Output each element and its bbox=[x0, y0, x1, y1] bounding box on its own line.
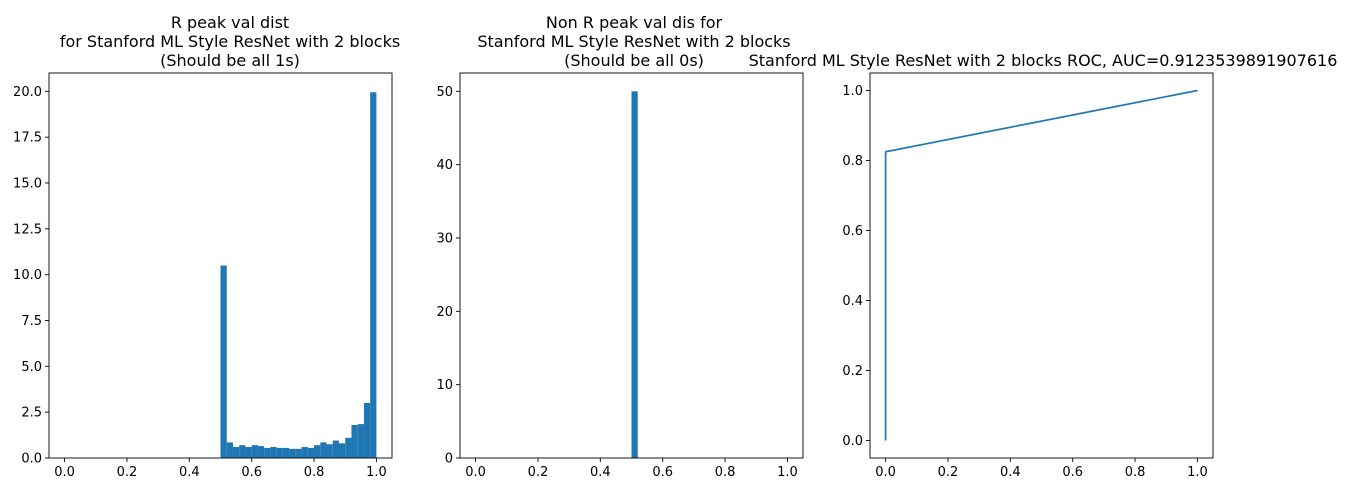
chart-2-ytick-label-2: 10 bbox=[436, 378, 453, 393]
chart-2-ytick-label-1: 0 bbox=[445, 452, 453, 467]
chart-3-axes-frame bbox=[869, 72, 1214, 459]
chart-1-bar-3 bbox=[232, 447, 240, 458]
chart-1-bar-11 bbox=[282, 447, 290, 458]
chart-3-title-line-1: Stanford ML Style ResNet with 2 blocks R… bbox=[749, 51, 1338, 70]
chart-1-bar-2 bbox=[226, 442, 233, 458]
chart-1-bar-18 bbox=[326, 444, 333, 458]
chart-2-ytick-label-6: 50 bbox=[436, 85, 453, 100]
chart-2-axes-frame bbox=[459, 72, 804, 459]
chart-3-ytick-label-2: 0.2 bbox=[842, 364, 863, 379]
chart-2-xtick-label-6: 1.0 bbox=[777, 465, 798, 480]
chart-1-ytick-label-6: 12.5 bbox=[13, 222, 42, 237]
chart-1-bar-23 bbox=[357, 424, 364, 458]
chart-2-title-line-1: Non R peak val dis for bbox=[546, 13, 723, 32]
chart-1-bar-14 bbox=[301, 447, 308, 458]
chart-1-bar-13 bbox=[295, 448, 302, 458]
chart-1-bar-19 bbox=[332, 440, 339, 458]
chart-1-bar-8 bbox=[264, 447, 271, 458]
chart-1-bar-5 bbox=[245, 447, 252, 458]
chart-1-bar-15 bbox=[307, 447, 315, 458]
chart-3-xtick-label-5: 0.8 bbox=[1125, 465, 1146, 480]
chart-1-bar-1 bbox=[220, 265, 227, 458]
chart-2-ytick-label-4: 30 bbox=[436, 232, 453, 247]
chart-1-title-line-1: R peak val dist bbox=[171, 13, 289, 32]
chart-3-series-1-line bbox=[884, 89, 1198, 441]
chart-1-xtick-label-2: 0.2 bbox=[117, 465, 138, 480]
chart-1-bar-6 bbox=[251, 445, 258, 458]
chart-1-ytick-label-8: 17.5 bbox=[13, 131, 42, 146]
chart-1-ytick-label-1: 0.0 bbox=[21, 452, 42, 467]
chart-3-ytick-label-1: 0.0 bbox=[842, 434, 863, 449]
chart-1-ytick-label-7: 15.0 bbox=[13, 177, 42, 192]
chart-1-title-line-3: (Should be all 1s) bbox=[160, 51, 300, 70]
chart-2-title-line-2: Stanford ML Style ResNet with 2 blocks bbox=[477, 32, 790, 51]
chart-3-ytick-label-6: 1.0 bbox=[842, 84, 863, 99]
chart-1-bar-10 bbox=[276, 447, 283, 458]
chart-3-ytick-label-5: 0.8 bbox=[842, 154, 863, 169]
chart-2-ytick-label-5: 40 bbox=[436, 158, 453, 173]
chart-3-xtick-label-4: 0.6 bbox=[1062, 465, 1083, 480]
chart-2-xtick-label-1: 0.0 bbox=[465, 465, 486, 480]
chart-2-xtick-label-5: 0.8 bbox=[715, 465, 736, 480]
chart-3-ytick-label-4: 0.6 bbox=[842, 224, 863, 239]
chart-1-xtick-label-4: 0.6 bbox=[241, 465, 262, 480]
chart-1-xtick-label-5: 0.8 bbox=[304, 465, 325, 480]
chart-1-bar-24 bbox=[363, 403, 371, 458]
chart-1-bar-16 bbox=[314, 445, 321, 458]
chart-1-bar-9 bbox=[270, 447, 277, 458]
chart-1-bar-12 bbox=[289, 448, 296, 458]
chart-2-bar-1 bbox=[631, 91, 638, 458]
chart-2-ytick-label-3: 20 bbox=[436, 305, 453, 320]
chart-1-bar-21 bbox=[345, 437, 352, 458]
chart-1-ytick-label-5: 10.0 bbox=[13, 268, 42, 283]
chart-1-bar-22 bbox=[351, 425, 358, 458]
chart-1-title-line-2: for Stanford ML Style ResNet with 2 bloc… bbox=[60, 32, 400, 51]
chart-1-axes-frame bbox=[48, 72, 393, 459]
chart-3-xtick-label-1: 0.0 bbox=[875, 465, 896, 480]
chart-1-bar-20 bbox=[338, 443, 346, 458]
chart-1-bar-17 bbox=[320, 442, 327, 458]
chart-3-xtick-label-3: 0.4 bbox=[1000, 465, 1021, 480]
chart-3-xtick-label-2: 0.2 bbox=[938, 465, 959, 480]
chart-1-bar-25 bbox=[370, 92, 377, 458]
chart-1-bar-4 bbox=[239, 445, 246, 458]
chart-2-xtick-label-3: 0.4 bbox=[590, 465, 611, 480]
chart-1-ytick-label-3: 5.0 bbox=[21, 360, 42, 375]
chart-3-ytick-label-3: 0.4 bbox=[842, 294, 863, 309]
chart-2-title-line-3: (Should be all 0s) bbox=[564, 51, 704, 70]
chart-1-ytick-label-4: 7.5 bbox=[21, 314, 42, 329]
chart-1-ytick-label-9: 20.0 bbox=[13, 85, 42, 100]
chart-2-xtick-label-4: 0.6 bbox=[652, 465, 673, 480]
chart-2-xtick-label-2: 0.2 bbox=[528, 465, 549, 480]
chart-1-xtick-label-1: 0.0 bbox=[54, 465, 75, 480]
chart-1-ytick-label-2: 2.5 bbox=[21, 406, 42, 421]
chart-1-bar-7 bbox=[257, 446, 265, 458]
chart-1-xtick-label-3: 0.4 bbox=[179, 465, 200, 480]
chart-3-xtick-label-6: 1.0 bbox=[1187, 465, 1208, 480]
chart-1-xtick-label-6: 1.0 bbox=[366, 465, 387, 480]
